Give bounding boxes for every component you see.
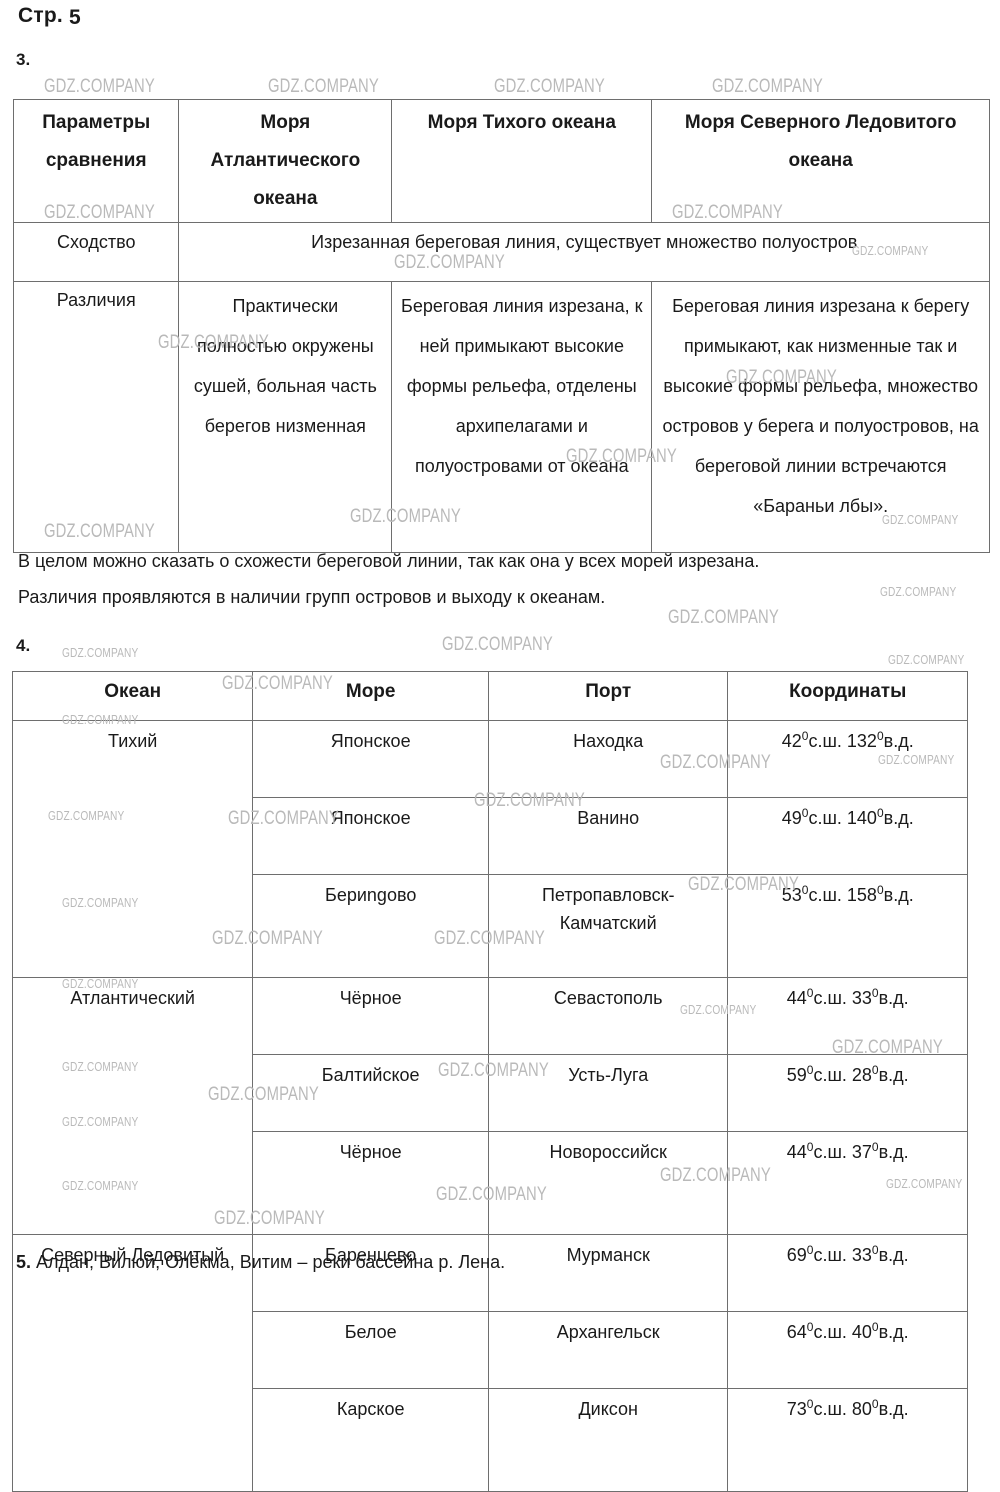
page-number-label: Стр. 52 bbox=[18, 4, 81, 28]
watermark-text: GDZ.COMPANY bbox=[62, 645, 139, 660]
answer-5-number: 5. bbox=[16, 1252, 32, 1272]
header-cell-coordinates: Координаты bbox=[727, 671, 968, 721]
cell-sea: Чёрное bbox=[252, 1131, 489, 1235]
cell-similarity-label: Сходство bbox=[12, 222, 180, 282]
comparison-table: Параметры сравнения Моря Атлантического … bbox=[12, 99, 990, 553]
table-row: Северный Ледовитый Баренцево Мурманск 690с.… bbox=[11, 1234, 968, 1492]
cell-port: Усть-Луга bbox=[487, 1054, 729, 1132]
watermark-text: GDZ.COMPANY bbox=[668, 607, 779, 628]
cell-sea: Баренцево bbox=[252, 1234, 489, 1312]
cell-coordinates: 420с.ш. 1320в.д. bbox=[727, 720, 968, 798]
ports-table: Океан Море Порт Координаты Тихий Японское… bbox=[11, 671, 968, 1492]
watermark-text: GDZ.COMPANY bbox=[880, 584, 957, 599]
cell-port: Находка bbox=[487, 720, 729, 798]
cell-port: Диксон bbox=[487, 1388, 729, 1492]
header-cell-atlantic: Моря Атлантического океана bbox=[178, 99, 393, 223]
watermark-text: GDZ.COMPANY bbox=[712, 76, 823, 97]
cell-sea: Бериngово bbox=[252, 874, 489, 978]
table-row-header: Океан Море Порт Координаты bbox=[11, 671, 968, 721]
cell-sea: Карское bbox=[252, 1388, 489, 1492]
watermark-text: GDZ.COMPANY bbox=[268, 76, 379, 97]
cell-port: Мурманск bbox=[487, 1234, 729, 1312]
cell-coordinates: 530с.ш. 1580в.д. bbox=[727, 874, 968, 978]
cell-sea: Балтийское bbox=[252, 1054, 489, 1132]
table-row: Атлантический Чёрное Севастополь 440с.ш. 33… bbox=[11, 977, 968, 1235]
cell-differences-atlantic: Практически полностью окружены сушей, бо… bbox=[178, 281, 393, 553]
watermark-text: GDZ.COMPANY bbox=[494, 76, 605, 97]
answer-5-line: 5. Алдан, Вилюй, Олёкма, Витим – реки ба… bbox=[16, 1252, 505, 1273]
cell-ocean: Северный Ледовитый bbox=[11, 1234, 254, 1492]
document-page: Стр. 52 3. Параметры сравнения Моря Атла… bbox=[11, 4, 990, 1492]
cell-differences-arctic: Береговая линия изрезана к берегу примык… bbox=[651, 281, 990, 553]
cell-ocean: Тихий bbox=[11, 720, 254, 978]
question-4-number: 4. bbox=[16, 636, 31, 655]
cell-port: Петропавловск-Камчатский bbox=[487, 874, 729, 978]
table-row: Тихий Японское Находка 420с.ш. 1320в.д. bbox=[11, 720, 968, 978]
header-cell-pacific: Моря Тихого океана bbox=[391, 99, 653, 223]
header-cell-parameters: Параметры сравнения bbox=[12, 99, 180, 223]
cell-coordinates: 490с.ш. 1400в.д. bbox=[727, 797, 968, 875]
cell-port: Архангельск bbox=[487, 1311, 729, 1389]
watermark-text: GDZ.COMPANY bbox=[888, 652, 965, 667]
header-cell-port: Порт bbox=[487, 671, 729, 721]
cell-ocean: Атлантический bbox=[11, 977, 254, 1235]
answer-5-text: Алдан, Вилюй, Олёкма, Витим – реки бассе… bbox=[36, 1252, 506, 1272]
watermark-text: GDZ.COMPANY bbox=[44, 76, 155, 97]
header-cell-sea: Море bbox=[252, 671, 489, 721]
paragraph-conclusion-1: В целом можно сказать о схожести берегов… bbox=[18, 551, 760, 571]
page-number-value: 52 bbox=[68, 6, 81, 24]
table-row: Японское Ванино 490с.ш. 1400в.д. bbox=[13, 797, 968, 875]
cell-port: Новороссийск bbox=[487, 1131, 729, 1235]
cell-differences-label: Различия bbox=[12, 281, 180, 553]
page-number-prefix: Стр. bbox=[18, 4, 69, 27]
header-cell-arctic: Моря Северного Ледовитого океана bbox=[651, 99, 990, 223]
table-row: Балтийское Усть-Луга 590с.ш. 280в.д. bbox=[13, 1054, 968, 1132]
cell-sea: Белое bbox=[252, 1311, 489, 1389]
cell-sea: Японское bbox=[252, 797, 489, 875]
cell-sea: Японское bbox=[252, 720, 489, 798]
cell-port: Севастополь bbox=[487, 977, 729, 1055]
cell-sea: Чёрное bbox=[252, 977, 489, 1055]
table-row-header: Параметры сравнения Моря Атлантического … bbox=[12, 99, 990, 223]
header-cell-ocean: Океан bbox=[11, 671, 254, 721]
cell-port: Ванино bbox=[487, 797, 729, 875]
cell-coordinates: 590с.ш. 280в.д. bbox=[727, 1054, 968, 1132]
paragraph-conclusion-2: Различия проявляются в наличии групп ост… bbox=[18, 587, 606, 607]
cell-coordinates: 440с.ш. 330в.д. bbox=[727, 977, 968, 1055]
cell-coordinates: 730с.ш. 800в.д. bbox=[727, 1388, 968, 1492]
cell-coordinates: 640с.ш. 400в.д. bbox=[727, 1311, 968, 1389]
cell-coordinates: 440с.ш. 370в.д. bbox=[727, 1131, 968, 1235]
cell-coordinates: 690с.ш. 330в.д. bbox=[727, 1234, 968, 1312]
table-row-similarity: Сходство Изрезанная береговая линия, сущ… bbox=[12, 222, 990, 282]
question-3-number: 3. bbox=[16, 50, 31, 69]
cell-differences-pacific: Береговая линия изрезана, к ней примыкаю… bbox=[391, 281, 653, 553]
cell-similarity-text: Изрезанная береговая линия, существует м… bbox=[178, 222, 990, 282]
watermark-text: GDZ.COMPANY bbox=[442, 634, 553, 655]
table-row-differences: Различия Практически полностью окружены … bbox=[12, 281, 990, 553]
